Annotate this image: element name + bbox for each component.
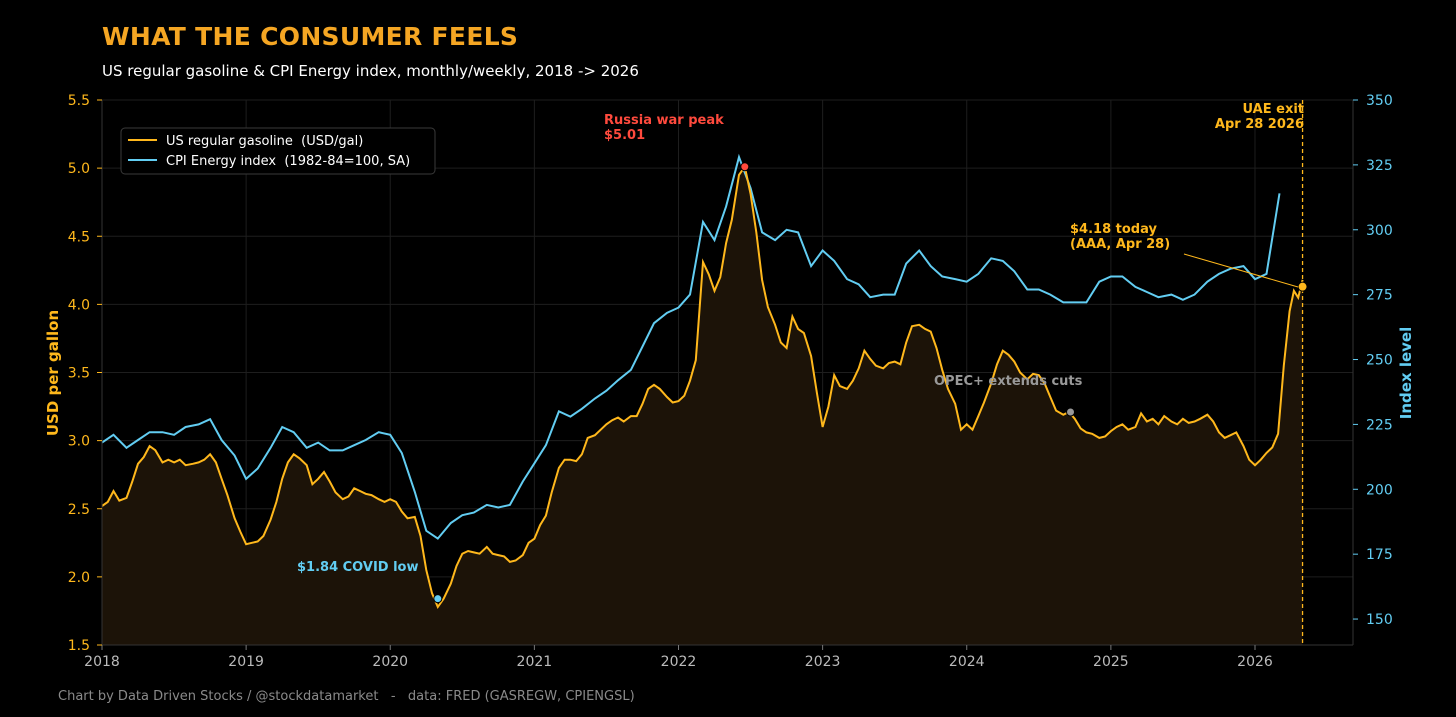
legend-cpi-label: CPI Energy index (1982-84=100, SA) <box>166 154 410 169</box>
gas-area-fill <box>102 166 1303 646</box>
annotation-covid-low: $1.84 COVID low <box>297 560 419 575</box>
y-right-tick-label: 200 <box>1366 482 1393 498</box>
y-left-tick-label: 4.5 <box>68 229 90 245</box>
x-tick-label: 2020 <box>372 654 408 670</box>
annotation-peak: Russia war peak $5.01 <box>604 113 724 143</box>
x-tick-label: 2025 <box>1093 654 1129 670</box>
peak-marker <box>740 162 750 172</box>
y-left-tick-label: 2.0 <box>68 570 90 586</box>
y-right-tick-label: 325 <box>1366 158 1393 174</box>
annotation-peak-value: $5.01 <box>604 128 645 143</box>
legend: US regular gasoline (USD/gal) CPI Energy… <box>120 127 436 175</box>
x-tick-label: 2019 <box>228 654 264 670</box>
y-axis-left-label: USD per gallon <box>44 310 62 436</box>
y-right-tick-label: 175 <box>1366 547 1393 563</box>
annotation-uae: UAE exit Apr 28 2026 <box>1215 102 1304 132</box>
chart-footer-source: Chart by Data Driven Stocks / @stockdata… <box>58 689 635 704</box>
legend-gas-label: US regular gasoline (USD/gal) <box>166 134 363 149</box>
annotation-today: $4.18 today (AAA, Apr 28) <box>1070 222 1299 288</box>
y-right-tick-label: 275 <box>1366 288 1393 304</box>
x-tick-label: 2024 <box>949 654 985 670</box>
y-right-tick-label: 150 <box>1366 612 1393 628</box>
y-left-tick-label: 3.0 <box>68 434 90 450</box>
annotation-today-source: (AAA, Apr 28) <box>1070 237 1170 252</box>
y-right-tick-label: 300 <box>1366 223 1393 239</box>
x-tick-label: 2023 <box>805 654 841 670</box>
annotation-opec: OPEC+ extends cuts <box>934 374 1083 389</box>
annotation-uae-title: UAE exit <box>1243 102 1305 117</box>
annotation-opec-cuts: OPEC+ extends cuts <box>934 374 1083 389</box>
x-tick-label: 2018 <box>84 654 120 670</box>
gas-series-line <box>101 164 1304 609</box>
y-left-tick-label: 5.5 <box>68 93 90 109</box>
y-right-tick-label: 225 <box>1366 417 1393 433</box>
chart-title: WHAT THE CONSUMER FEELS <box>102 22 519 51</box>
annotation-covid: $1.84 COVID low <box>297 560 419 575</box>
markers <box>433 162 1308 604</box>
x-tick-label: 2026 <box>1237 654 1273 670</box>
x-tick-label: 2021 <box>517 654 553 670</box>
today-marker <box>1297 281 1308 292</box>
opec-marker <box>1066 407 1076 417</box>
axes: 2018 2019 2020 2021 2022 2023 2024 2025 2026 1.5 2… <box>68 93 1393 670</box>
y-left-tick-label: 2.5 <box>68 502 90 518</box>
y-left-tick-label: 3.5 <box>68 366 90 382</box>
annotation-peak-title: Russia war peak <box>604 113 724 128</box>
y-right-tick-label: 350 <box>1366 93 1393 109</box>
annotation-uae-date: Apr 28 2026 <box>1215 117 1304 132</box>
x-tick-label: 2022 <box>661 654 697 670</box>
annotation-today-price: $4.18 today <box>1070 222 1157 237</box>
y-right-tick-label: 250 <box>1366 353 1393 369</box>
y-left-tick-label: 1.5 <box>68 638 90 654</box>
annotation-today-connector <box>1183 253 1299 288</box>
covid-low-marker <box>433 594 443 604</box>
chart-subtitle: US regular gasoline & CPI Energy index, … <box>102 62 639 80</box>
y-axis-right-label: Index level <box>1397 327 1415 419</box>
y-left-tick-label: 5.0 <box>68 161 90 177</box>
cpi-series-line <box>101 153 1281 540</box>
y-left-tick-label: 4.0 <box>68 297 90 313</box>
